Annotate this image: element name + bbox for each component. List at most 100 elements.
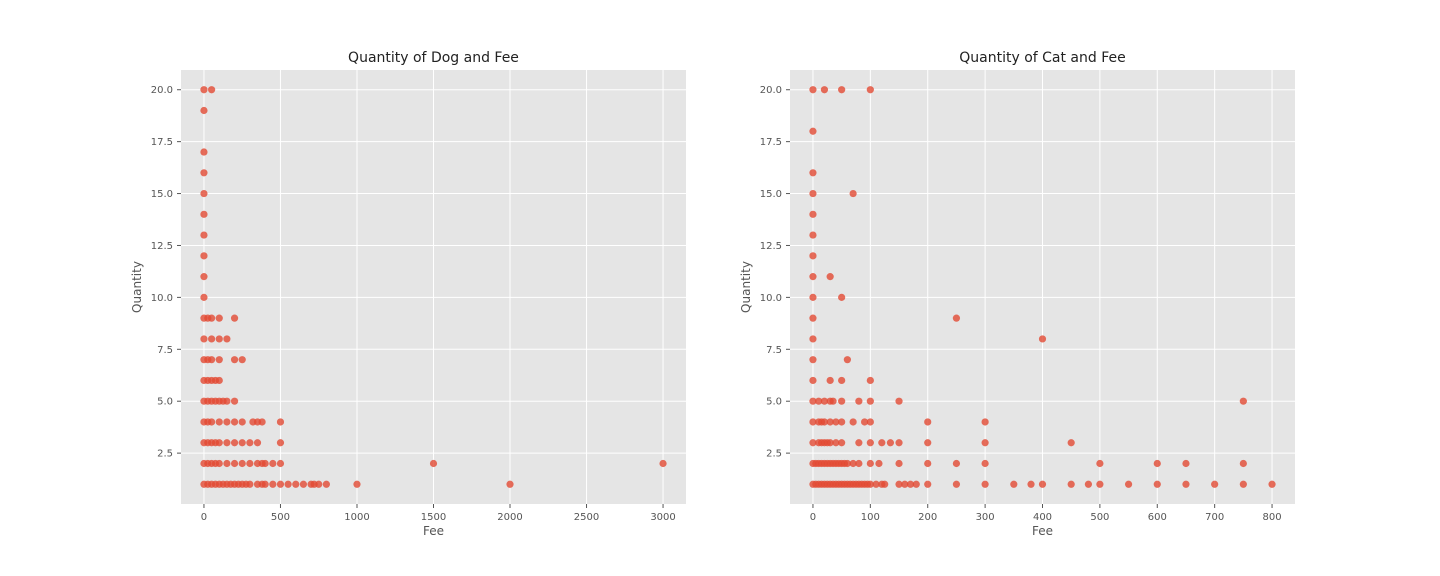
dog-data-point: [200, 86, 208, 94]
cat-data-point: [809, 252, 817, 260]
dog-data-point: [276, 459, 285, 468]
dog-data-point: [299, 480, 308, 488]
cat-data-point: [838, 376, 846, 385]
cat-data-point: [809, 335, 817, 343]
cat-data-point: [815, 397, 823, 405]
dog-ticks: 0 500 1000 1500 2000 2500 3000 2.5 5.0 7.5 10.0 12.…: [151, 85, 676, 523]
dog-x-axis-label: Fee: [423, 524, 444, 538]
cat-data-point: [809, 439, 817, 447]
dog-data-point: [238, 418, 246, 426]
cat-data-point: [838, 418, 846, 426]
dog-data-point: [230, 314, 239, 322]
cat-data-point: [1153, 480, 1161, 488]
dog-data-point: [200, 189, 208, 198]
cat-data-point: [924, 418, 932, 426]
cat-data-point: [855, 459, 863, 468]
cat-data-point: [1096, 459, 1104, 468]
cat-data-point: [981, 459, 989, 468]
dog-data-point: [269, 459, 277, 468]
dog-data-point: [230, 418, 239, 426]
cat-data-point: [809, 86, 817, 94]
cat-y-tick-label: 15.0: [760, 189, 782, 200]
dog-grid: [181, 70, 686, 504]
dog-x-tick-label: 2000: [497, 512, 522, 523]
dog-y-axis-label: Quantity: [130, 261, 144, 313]
dog-data-point: [238, 459, 246, 468]
cat-x-tick-label: 600: [1148, 512, 1167, 523]
dog-data-point: [429, 459, 438, 468]
cat-data-point: [809, 273, 817, 281]
dog-data-point: [223, 439, 231, 447]
dog-y-tick-label: 20.0: [151, 85, 173, 96]
cat-data-point: [924, 459, 932, 468]
cat-data-point: [849, 459, 857, 468]
cat-data-point: [809, 376, 817, 385]
cat-data-point: [906, 480, 915, 488]
dog-y-tick-label: 15.0: [151, 189, 173, 200]
cat-data-point: [809, 189, 817, 198]
cat-data-point: [820, 418, 829, 426]
cat-x-tick-label: 700: [1205, 512, 1224, 523]
dog-data-point: [238, 356, 246, 364]
dog-data-point: [261, 480, 269, 488]
cat-data-point: [826, 273, 834, 281]
cat-data-point: [832, 439, 840, 447]
dog-data-point: [200, 169, 208, 177]
dog-data-point: [292, 480, 300, 488]
dog-data-point: [230, 459, 239, 468]
cat-data-point: [866, 418, 874, 426]
dog-y-tick-label: 7.5: [157, 345, 173, 356]
dog-data-point: [200, 231, 208, 239]
dog-data-point: [208, 314, 216, 322]
cat-data-point: [861, 418, 869, 426]
cat-data-point: [952, 314, 961, 322]
cat-data-point: [1067, 480, 1075, 488]
cat-x-tick-label: 300: [976, 512, 995, 523]
cat-data-point: [866, 480, 874, 488]
cat-data-point: [1027, 480, 1035, 488]
cat-x-tick-label: 100: [861, 512, 880, 523]
dog-data-point: [200, 273, 208, 281]
cat-data-point: [1038, 335, 1047, 343]
cat-x-tick-label: 500: [1090, 512, 1109, 523]
dog-data-point: [284, 480, 292, 488]
cat-x-tick-label: 400: [1033, 512, 1052, 523]
cat-data-point: [809, 169, 817, 177]
cat-y-tick-label: 17.5: [760, 137, 782, 148]
dog-data-point: [208, 356, 216, 364]
cat-data-point: [924, 480, 932, 488]
dog-data-point: [246, 439, 254, 447]
dog-data-point: [200, 252, 208, 260]
cat-data-point: [849, 189, 857, 198]
dog-data-point: [215, 439, 223, 447]
dog-data-point: [215, 459, 223, 468]
dog-points: [200, 86, 667, 488]
cat-data-point: [1067, 439, 1075, 447]
cat-data-point: [895, 439, 903, 447]
dog-y-tick-label: 10.0: [151, 293, 173, 304]
cat-data-point: [866, 459, 874, 468]
cat-data-point: [866, 376, 874, 385]
dog-data-point: [246, 480, 254, 488]
cat-data-point: [912, 480, 920, 488]
cat-data-point: [901, 480, 909, 488]
dog-data-point: [223, 397, 231, 405]
dog-data-point: [322, 480, 330, 488]
cat-x-tick-label: 200: [918, 512, 937, 523]
cat-data-point: [1239, 397, 1247, 405]
dog-data-point: [230, 439, 239, 447]
dog-data-point: [276, 480, 285, 488]
dog-data-point: [269, 480, 277, 488]
cat-data-point: [838, 86, 846, 94]
dog-data-point: [215, 376, 223, 385]
cat-data-point: [809, 293, 817, 301]
cat-y-tick-label: 20.0: [760, 85, 782, 96]
dog-data-point: [246, 459, 254, 468]
cat-data-point: [843, 459, 851, 468]
cat-points: [809, 86, 1276, 488]
cat-x-tick-label: 800: [1262, 512, 1281, 523]
cat-data-point: [849, 418, 857, 426]
cat-data-point: [809, 314, 817, 322]
cat-x-tick-label: 0: [810, 512, 816, 523]
dog-y-tick-label: 17.5: [151, 137, 173, 148]
